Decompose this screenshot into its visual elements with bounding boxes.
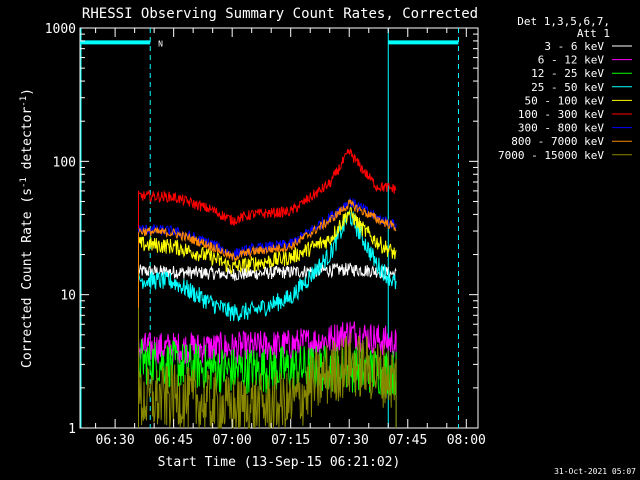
saa-marker-label: N — [158, 39, 163, 48]
y-tick-label-1: 10 — [60, 289, 76, 304]
y-axis-label-part3: ) — [20, 88, 35, 96]
legend-label-3: 25 - 50 keV — [531, 81, 604, 94]
legend-header-1: Att 1 — [577, 27, 610, 40]
y-axis-label-sup1: -1 — [19, 177, 29, 188]
x-tick-label-0: 06:30 — [96, 433, 135, 448]
series-line-8 — [138, 307, 397, 429]
x-tick-label-2: 07:00 — [213, 433, 252, 448]
y-tick-label-2: 100 — [53, 155, 76, 170]
y-tick-label-0: 1 — [68, 422, 76, 437]
series-line-7 — [138, 199, 397, 428]
series-line-1 — [138, 321, 397, 428]
legend-label-8: 7000 - 15000 keV — [498, 149, 604, 162]
legend-label-5: 100 - 300 keV — [518, 108, 604, 121]
x-axis-label: Start Time (13-Sep-15 06:21:02) — [158, 455, 401, 470]
series-line-0 — [138, 262, 397, 428]
chart-title: RHESSI Observing Summary Count Rates, Co… — [82, 6, 478, 22]
legend-header-0: Det 1,3,5,6,7, — [517, 15, 610, 28]
x-tick-label-4: 07:30 — [330, 433, 369, 448]
y-tick-label-3: 1000 — [45, 22, 76, 37]
series-layer — [138, 148, 397, 429]
x-tick-label-3: 07:15 — [271, 433, 310, 448]
timestamp: 31-Oct-2021 05:07 — [554, 467, 636, 476]
series-line-3 — [138, 210, 397, 428]
legend-label-6: 300 - 800 keV — [518, 122, 604, 135]
series-line-5 — [138, 148, 397, 428]
axes: 1 10 100 1000 06:30 06:45 07:00 07:15 07:30 07:45… — [45, 22, 486, 448]
legend-label-0: 3 - 6 keV — [544, 40, 604, 53]
legend-label-4: 50 - 100 keV — [525, 94, 605, 107]
y-axis-label-part2: detector — [20, 107, 35, 178]
x-tick-label-5: 07:45 — [388, 433, 427, 448]
y-axis-label: Corrected Count Rate (s-1 detector-1) — [19, 88, 35, 368]
legend-label-1: 6 - 12 keV — [538, 54, 605, 67]
y-axis-label-part1: Corrected Count Rate (s — [20, 188, 35, 368]
y-axis-label-sup2: -1 — [19, 96, 29, 107]
x-tick-label-1: 06:45 — [154, 433, 193, 448]
legend-label-2: 12 - 25 keV — [531, 67, 604, 80]
x-tick-label-6: 08:00 — [447, 433, 486, 448]
legend-label-7: 800 - 7000 keV — [511, 135, 604, 148]
series-line-4 — [138, 205, 397, 428]
